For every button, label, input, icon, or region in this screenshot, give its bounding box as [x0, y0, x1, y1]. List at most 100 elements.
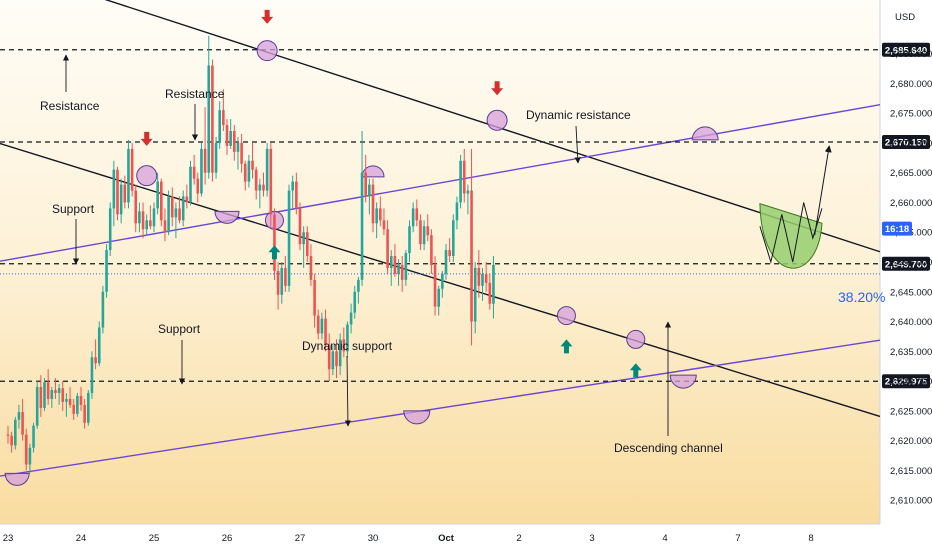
candle-body: [50, 390, 54, 399]
candle-body: [364, 172, 367, 197]
candle-body: [280, 267, 284, 295]
channel-line-descending-upper: [104, 0, 881, 253]
candle-body: [327, 345, 331, 370]
time-tick-label: 26: [222, 533, 233, 544]
candle-body: [6, 434, 10, 436]
candle-body: [222, 110, 225, 126]
candle-body: [375, 208, 378, 224]
candle-body: [287, 190, 291, 286]
candle-body: [240, 142, 243, 164]
candle-body: [477, 267, 481, 286]
candle-body: [338, 339, 342, 367]
bottom-arc-marker: [669, 374, 697, 389]
candle-body: [200, 148, 203, 194]
price-tick-label: 2,675.000: [890, 109, 932, 120]
candle-body: [61, 388, 65, 402]
candle-body: [320, 318, 324, 334]
candle-body: [185, 196, 189, 203]
projection-arrow: [814, 145, 832, 236]
candle-body: [357, 279, 360, 292]
candle-body: [448, 250, 451, 257]
candle-body: [211, 65, 214, 173]
candle-body: [459, 160, 462, 203]
price-tick-label: 2,660.000: [890, 198, 932, 209]
time-tick-label: 4: [662, 533, 667, 544]
candle-body: [149, 220, 152, 227]
candle-body: [145, 220, 148, 230]
channel-lines: [0, 0, 881, 477]
candle-body: [368, 184, 371, 197]
candle-body: [484, 273, 488, 283]
candle-body: [455, 202, 459, 221]
projection-bowl: [759, 202, 823, 269]
price-tick-label: 2,625.000: [890, 406, 932, 417]
level-tag: [882, 374, 930, 389]
candle-body: [236, 142, 240, 152]
level-tag-label: 2,629.975: [885, 377, 928, 388]
candle-body: [163, 220, 167, 233]
candle-body: [441, 273, 444, 289]
touch-circle-marker: [256, 40, 278, 62]
candle-body: [397, 264, 400, 274]
candle-body: [160, 181, 163, 221]
currency-label[interactable]: USD: [895, 12, 915, 23]
candle-body: [393, 256, 397, 274]
candle-body: [331, 351, 335, 370]
candle-body: [481, 273, 484, 286]
candle-body: [247, 160, 251, 182]
candle-body: [43, 382, 46, 408]
candle-body: [408, 226, 411, 254]
annotation-label: Resistance: [165, 87, 225, 101]
time-tick-label: 3: [589, 533, 594, 544]
annotation-label: Dynamic support: [302, 339, 393, 353]
candle-body: [167, 196, 170, 233]
annotation-label: Dynamic resistance: [526, 108, 631, 122]
annotation-arrow: [574, 125, 581, 164]
candle-body: [218, 110, 221, 143]
level-tag-label: 2,670.150: [885, 138, 927, 149]
candle-body: [108, 208, 112, 251]
candle-body: [276, 270, 280, 295]
sell-signal-arrow: [261, 9, 274, 24]
candle-body: [335, 351, 338, 367]
level-tag-label: 2,685.640: [885, 45, 927, 56]
candle-body: [291, 181, 294, 191]
countdown-tag: [882, 221, 912, 236]
candle-body: [101, 291, 105, 328]
level-tag-label: 2,649.700: [885, 259, 927, 270]
candles[interactable]: [6, 35, 495, 474]
candle-body: [68, 398, 72, 405]
candle-body: [371, 184, 375, 224]
candle-body: [21, 412, 24, 435]
price-tick-label: 2,645.000: [890, 287, 932, 298]
time-axis-background: [0, 524, 932, 550]
candle-body: [79, 395, 83, 405]
candle-body: [444, 250, 448, 274]
time-tick-label: 27: [295, 533, 306, 544]
candle-body: [35, 387, 39, 426]
candle-body: [94, 357, 97, 364]
time-axis[interactable]: 23 24 25 26 27 30 Oct 2 3 4 7 8: [3, 533, 814, 544]
candle-body: [72, 404, 75, 414]
candle-body: [295, 181, 298, 209]
candle-body: [360, 172, 364, 280]
candle-body: [353, 291, 357, 313]
candle-body: [269, 148, 273, 215]
price-tick-label: 2,680.000: [890, 79, 932, 90]
candle-body: [138, 211, 141, 224]
touch-circle-marker: [556, 306, 576, 326]
price-axis[interactable]: 2,685.640 2,670.150 2,649.700 2,629.975 2,61…: [882, 42, 932, 507]
candle-body: [54, 390, 57, 393]
candle-body: [298, 208, 302, 245]
candle-body: [123, 184, 127, 203]
bottom-arc-marker: [214, 210, 240, 224]
projection-zigzag: [759, 202, 823, 264]
time-tick-label: 25: [149, 533, 160, 544]
buy-signal-arrow: [629, 363, 642, 378]
candle-body: [411, 208, 415, 227]
candle-body: [10, 435, 13, 446]
candle-body: [324, 318, 327, 346]
channel-line-ascending-lower: [0, 339, 881, 477]
price-tick-label: 2,640.000: [890, 317, 932, 328]
